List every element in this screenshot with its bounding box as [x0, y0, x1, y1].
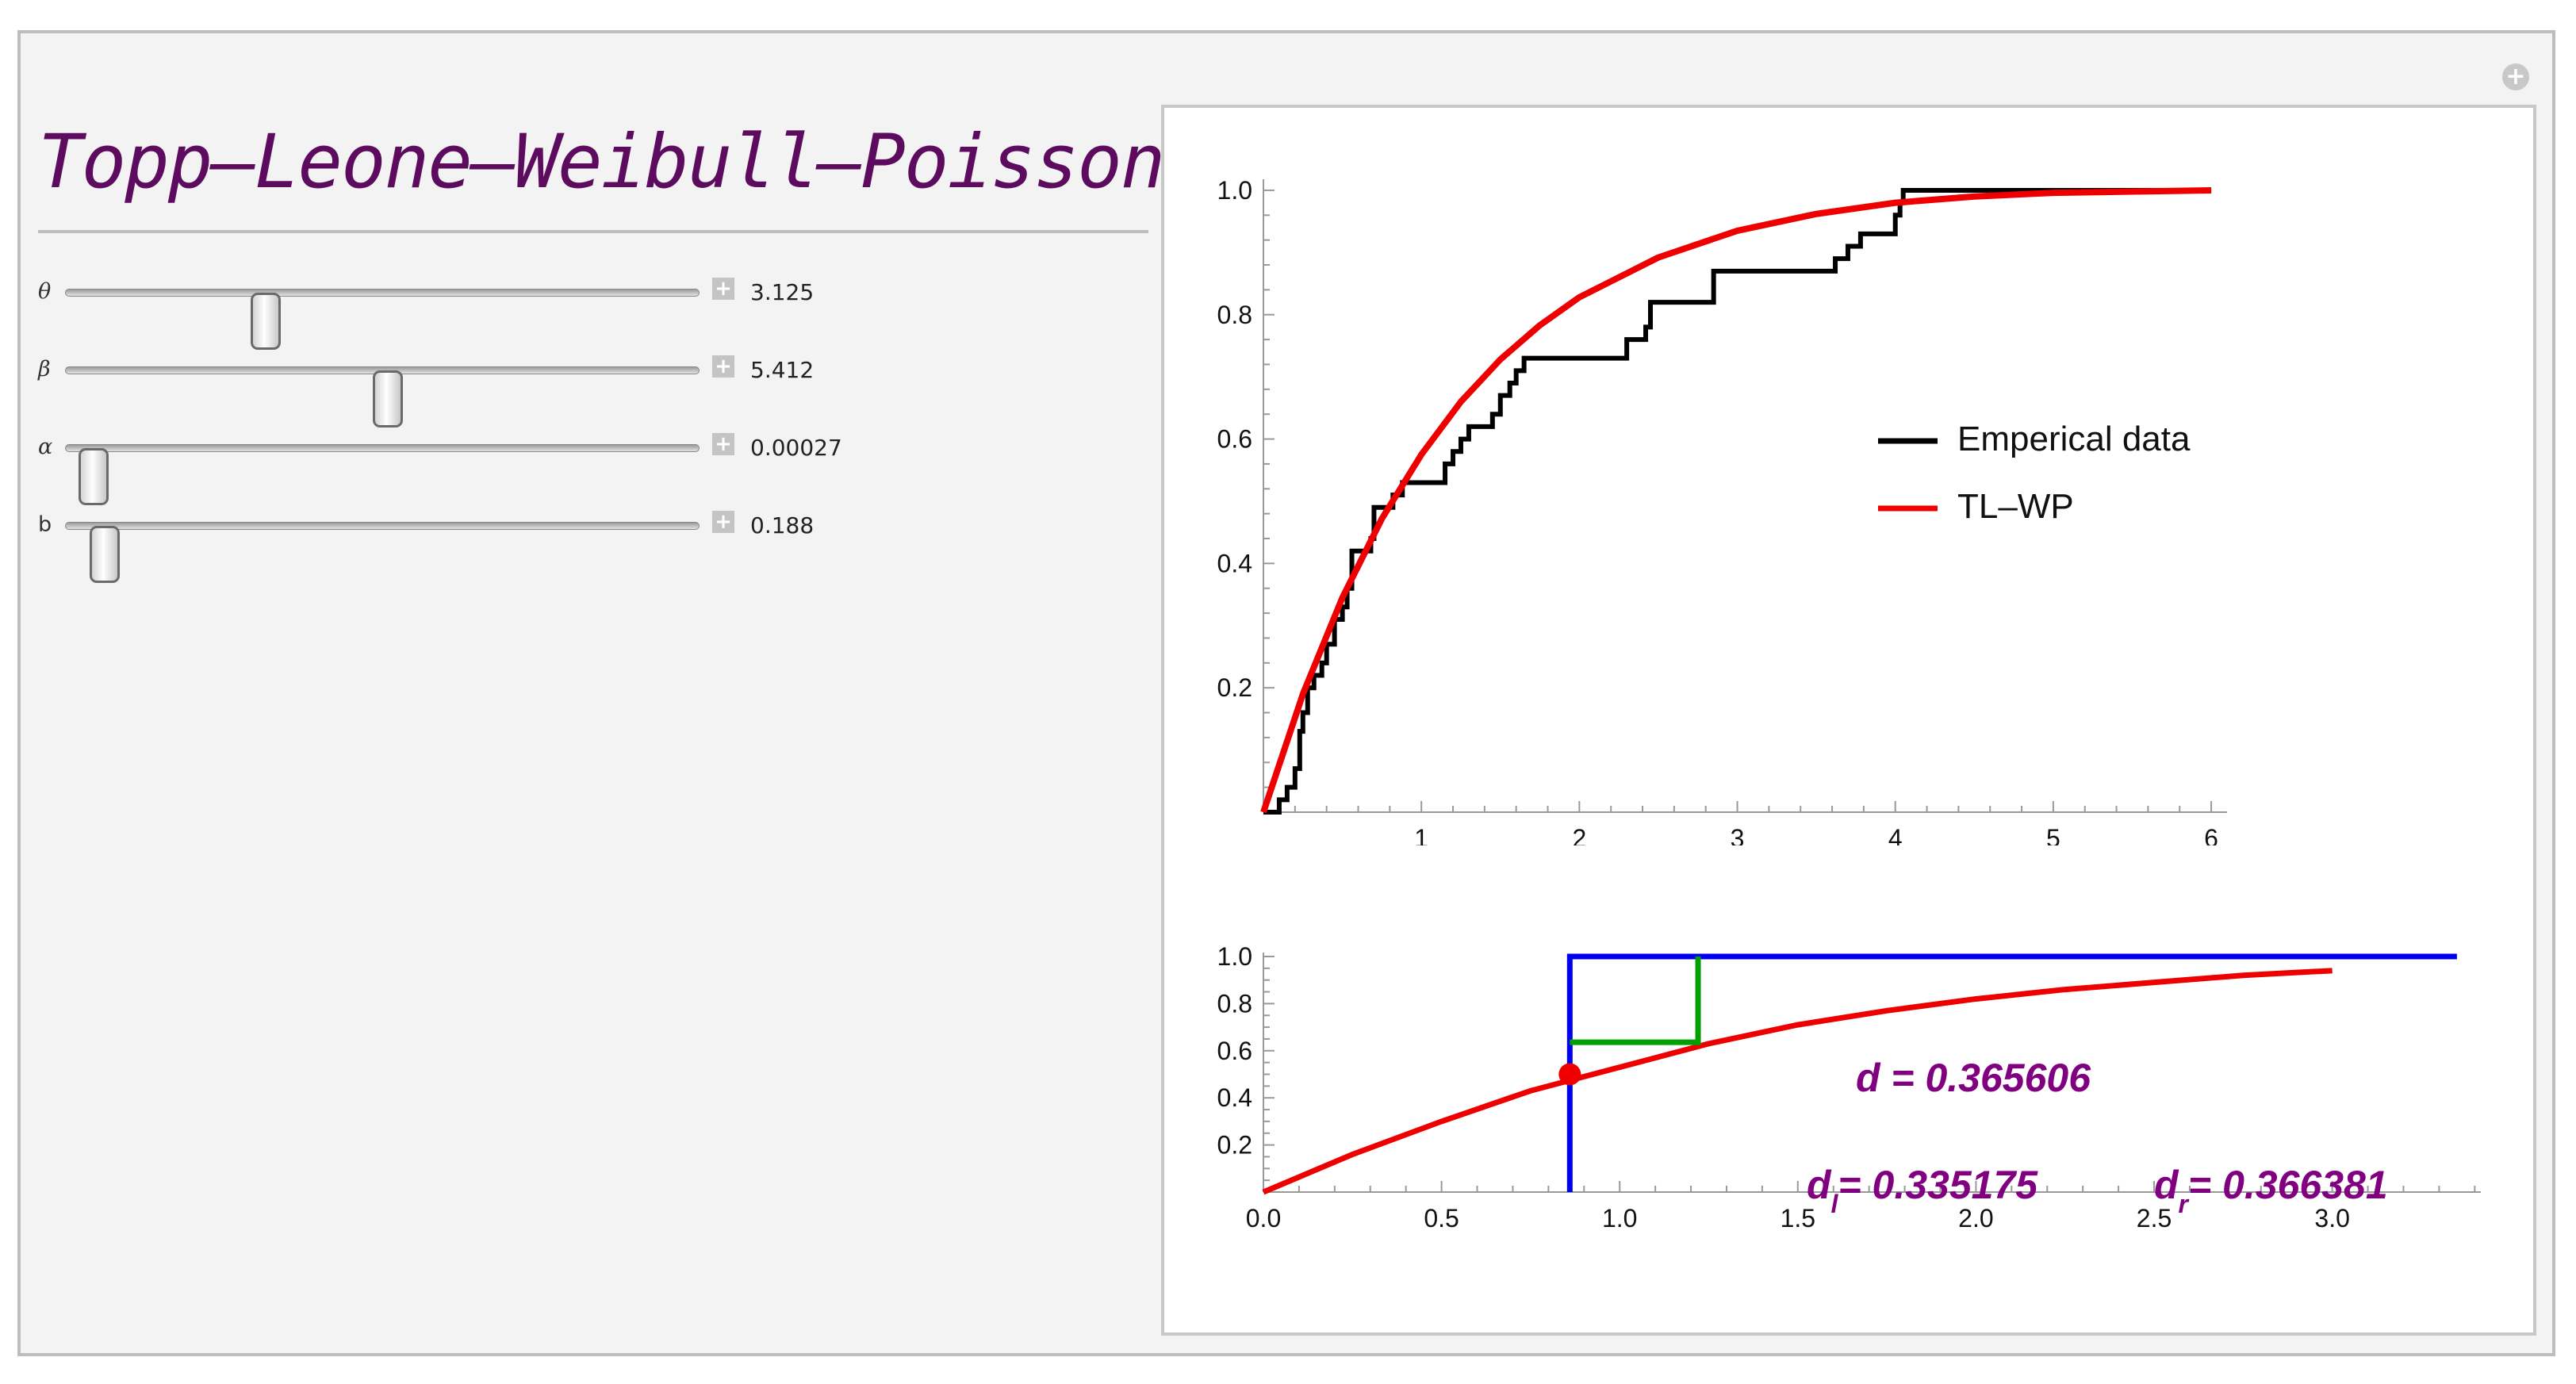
blue-bound-line [1566, 953, 2457, 1192]
x-tick-label: 3.0 [2314, 1204, 2349, 1233]
distance-chart: 0.0 0.5 1.0 1.5 2.0 2.5 3.0 0.2 0.4 0.6 0.8 1.0 d = … [1217, 942, 2481, 1233]
model-cdf-line [1262, 968, 2333, 1195]
control-theta: θ + 3.125 [38, 262, 871, 350]
green-bracket-line [1570, 957, 1701, 1045]
control-label: θ [38, 279, 52, 304]
control-value: 3.125 [750, 279, 815, 305]
y-tick-label: 0.8 [1217, 989, 1252, 1018]
slider-thumb[interactable] [251, 293, 281, 350]
model-cdf-line [1260, 186, 2212, 814]
annotation-d: d = 0.365606 [1856, 1056, 2091, 1100]
annotation-dl: dl= 0.335175 [1807, 1163, 2038, 1218]
control-label: β [38, 357, 51, 381]
control-value: 0.00027 [750, 435, 842, 461]
control-value: 0.188 [750, 512, 815, 539]
x-tick-label: 1.5 [1781, 1204, 1815, 1233]
x-tick-label: 6 [2204, 824, 2218, 845]
control-alpha: α + 0.00027 [38, 417, 871, 505]
plot-panel: 1 2 3 4 5 6 0.2 0.4 0.6 0.8 1.0 Emperical data TL–WP… [1161, 105, 2536, 1336]
cdf-chart: 1 2 3 4 5 6 0.2 0.4 0.6 0.8 1.0 Emperical data TL–WP [1217, 176, 2227, 845]
x-tick-label: 2.5 [2137, 1204, 2172, 1233]
y-tick-label: 0.6 [1217, 425, 1252, 454]
x-tick-label: 2 [1572, 824, 1586, 845]
expand-icon[interactable]: + [712, 511, 734, 533]
x-tick-label: 3 [1731, 824, 1745, 845]
x-tick-label: 5 [2046, 824, 2060, 845]
y-tick-label: 0.4 [1217, 549, 1252, 577]
annotation-dr: dr= 0.366381 [2154, 1163, 2388, 1218]
point-marker [1558, 1063, 1581, 1086]
x-tick-label: 1 [1414, 824, 1428, 845]
title-divider [38, 230, 1148, 233]
y-tick-label: 0.2 [1217, 1131, 1252, 1160]
x-tick-label: 2.0 [1958, 1204, 1993, 1233]
slider-track[interactable] [65, 289, 700, 350]
slider-thumb[interactable] [90, 526, 120, 583]
control-label: α [38, 435, 53, 459]
legend-label-empirical: Emperical data [1957, 420, 2191, 458]
control-value: 5.412 [750, 357, 815, 383]
page-title: Topp–Leone–Weibull–Poisson [38, 119, 1165, 205]
y-tick-label: 0.8 [1217, 301, 1252, 329]
slider-track[interactable] [65, 444, 700, 505]
slider-track[interactable] [65, 522, 700, 583]
x-tick-label: 1.0 [1602, 1204, 1637, 1233]
y-tick-label: 1.0 [1217, 176, 1252, 205]
expand-icon[interactable]: + [712, 433, 734, 455]
control-beta: β + 5.412 [38, 339, 871, 427]
slider-thumb[interactable] [79, 448, 109, 505]
x-tick-label: 4 [1888, 824, 1903, 845]
x-tick-label: 0.0 [1246, 1204, 1281, 1233]
slider-thumb[interactable] [373, 370, 403, 427]
empirical-step-line [1263, 187, 2212, 815]
legend-label-model: TL–WP [1957, 487, 2074, 526]
control-b: b + 0.188 [38, 495, 871, 583]
expand-icon[interactable]: + [712, 278, 734, 300]
y-tick-label: 0.4 [1217, 1083, 1252, 1112]
add-options-icon[interactable]: + [2502, 63, 2529, 90]
y-tick-label: 0.6 [1217, 1037, 1252, 1065]
slider-track[interactable] [65, 366, 700, 427]
expand-icon[interactable]: + [712, 355, 734, 378]
x-tick-label: 0.5 [1424, 1204, 1459, 1233]
y-tick-label: 0.2 [1217, 673, 1252, 702]
control-label: b [38, 512, 52, 537]
y-tick-label: 1.0 [1217, 942, 1252, 971]
